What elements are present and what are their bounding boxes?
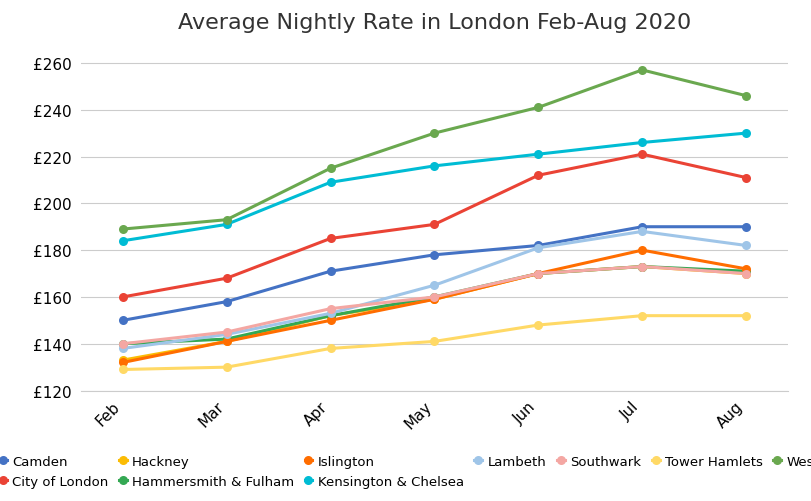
Hammersmith & Fulham — [637, 264, 646, 270]
Line: Kensington & Chelsea: Kensington & Chelsea — [118, 129, 749, 246]
Legend: Camden, City of London, Hackney, Hammersmith & Fulham, Islington, Kensington & C: Camden, City of London, Hackney, Hammers… — [0, 449, 811, 493]
Tower Hamlets — [118, 367, 127, 373]
City of London — [221, 276, 231, 282]
Title: Average Nightly Rate in London Feb-Aug 2020: Average Nightly Rate in London Feb-Aug 2… — [178, 13, 690, 33]
Westminster — [118, 226, 127, 232]
Line: City of London: City of London — [118, 150, 749, 302]
Tower Hamlets — [221, 364, 231, 370]
Islington — [118, 360, 127, 366]
Lambeth — [221, 332, 231, 338]
Lambeth — [325, 311, 335, 317]
City of London — [533, 173, 543, 179]
Line: Camden: Camden — [118, 223, 749, 325]
Kensington & Chelsea — [221, 222, 231, 228]
Lambeth — [429, 283, 439, 289]
Hackney — [221, 339, 231, 345]
Line: Hackney: Hackney — [118, 263, 749, 365]
Hammersmith & Fulham — [533, 271, 543, 277]
Tower Hamlets — [637, 313, 646, 319]
City of London — [325, 236, 335, 242]
Islington — [637, 247, 646, 254]
Westminster — [533, 105, 543, 111]
Southwark — [325, 306, 335, 312]
Islington — [221, 339, 231, 345]
Camden — [533, 243, 543, 249]
Westminster — [740, 94, 750, 100]
City of London — [118, 295, 127, 301]
Camden — [740, 224, 750, 230]
Southwark — [429, 295, 439, 301]
Line: Westminster: Westminster — [118, 66, 749, 234]
Kensington & Chelsea — [429, 163, 439, 169]
Kensington & Chelsea — [637, 140, 646, 146]
Westminster — [429, 131, 439, 137]
Lambeth — [740, 243, 750, 249]
Islington — [429, 297, 439, 303]
Hackney — [429, 297, 439, 303]
Camden — [221, 299, 231, 305]
Hackney — [118, 357, 127, 363]
Hammersmith & Fulham — [740, 269, 750, 275]
Tower Hamlets — [533, 322, 543, 328]
Southwark — [637, 264, 646, 270]
Hackney — [533, 271, 543, 277]
Kensington & Chelsea — [533, 152, 543, 158]
Hackney — [740, 271, 750, 277]
Hackney — [637, 264, 646, 270]
Tower Hamlets — [325, 346, 335, 352]
Hammersmith & Fulham — [429, 295, 439, 301]
Camden — [429, 253, 439, 259]
Southwark — [533, 271, 543, 277]
Hammersmith & Fulham — [118, 341, 127, 347]
Line: Tower Hamlets: Tower Hamlets — [118, 312, 749, 374]
Line: Islington: Islington — [118, 246, 749, 367]
Camden — [637, 224, 646, 230]
Camden — [325, 269, 335, 275]
Kensington & Chelsea — [740, 131, 750, 137]
City of London — [637, 152, 646, 158]
Lambeth — [637, 229, 646, 235]
Southwark — [740, 271, 750, 277]
Islington — [740, 267, 750, 273]
Hackney — [325, 313, 335, 319]
Camden — [118, 318, 127, 324]
Islington — [325, 318, 335, 324]
Hammersmith & Fulham — [325, 313, 335, 319]
Hammersmith & Fulham — [221, 336, 231, 342]
Lambeth — [118, 346, 127, 352]
Southwark — [221, 329, 231, 335]
Kensington & Chelsea — [118, 238, 127, 244]
Kensington & Chelsea — [325, 180, 335, 186]
City of London — [740, 175, 750, 181]
Westminster — [325, 166, 335, 172]
Islington — [533, 271, 543, 277]
City of London — [429, 222, 439, 228]
Westminster — [637, 68, 646, 74]
Westminster — [221, 217, 231, 223]
Tower Hamlets — [429, 339, 439, 345]
Southwark — [118, 341, 127, 347]
Line: Lambeth: Lambeth — [118, 227, 749, 353]
Line: Southwark: Southwark — [118, 263, 749, 349]
Tower Hamlets — [740, 313, 750, 319]
Line: Hammersmith & Fulham: Hammersmith & Fulham — [118, 263, 749, 349]
Lambeth — [533, 245, 543, 252]
